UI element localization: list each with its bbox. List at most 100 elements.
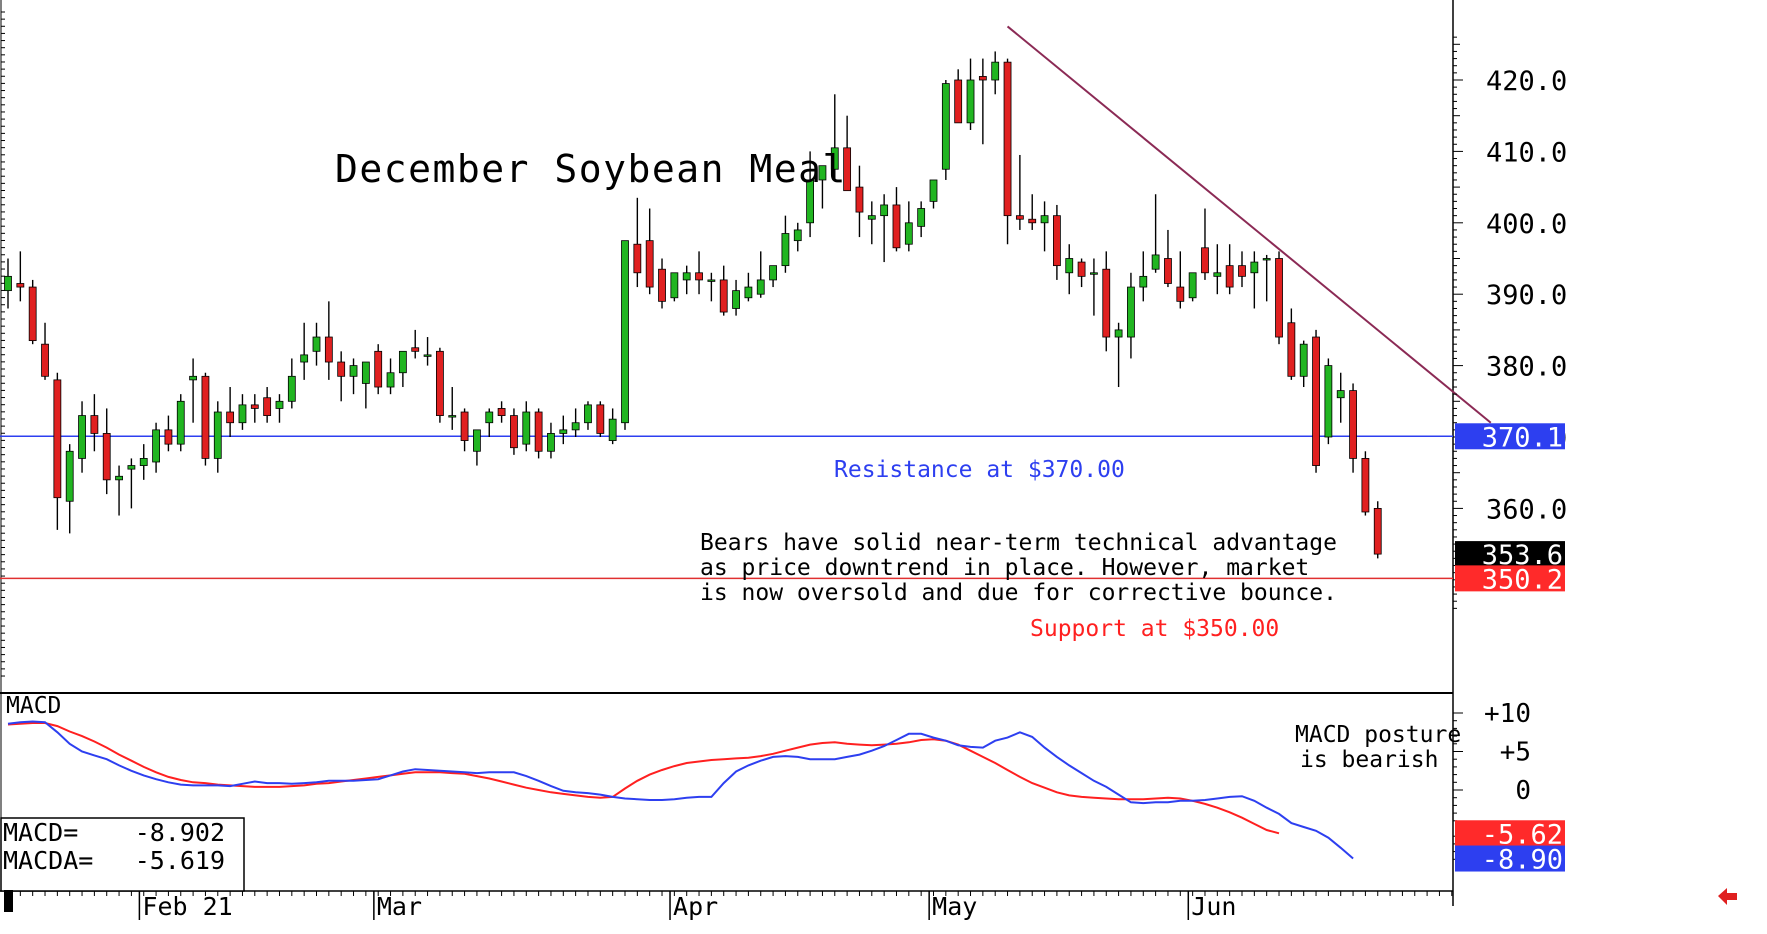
candle [830, 94, 839, 180]
candle-body [53, 379, 62, 499]
candle [1312, 329, 1320, 473]
candle-body [497, 408, 506, 416]
macd-readout-macda-value: -5.619 [135, 846, 225, 875]
candle-body [1164, 258, 1172, 284]
candle-body [559, 429, 568, 434]
candle-body [867, 215, 876, 220]
candle-body [793, 229, 802, 242]
candle [423, 337, 432, 366]
downtrend-line [1006, 25, 1492, 424]
candle [658, 258, 666, 309]
candle [596, 401, 605, 437]
candle [349, 358, 358, 395]
candle [867, 201, 876, 245]
time-axis-label: Apr [673, 892, 718, 921]
macd-readout-macd-label: MACD= [3, 818, 78, 847]
candle-body [1262, 258, 1271, 261]
candle-body [4, 275, 12, 292]
candle-body [386, 372, 395, 388]
candle-body [448, 415, 457, 418]
candle [843, 115, 852, 192]
candle-body [16, 283, 25, 288]
candle [707, 272, 716, 302]
candle [90, 394, 99, 452]
candle [892, 187, 901, 252]
candle [485, 408, 494, 437]
candle [1053, 204, 1061, 280]
candle-body [423, 354, 432, 357]
candle [115, 465, 123, 516]
time-axis-label: Jun [1191, 892, 1236, 921]
candle [1238, 251, 1246, 288]
candle-body [1361, 458, 1370, 513]
candle [534, 408, 543, 459]
candle-body [164, 429, 173, 445]
candle [152, 422, 160, 473]
scroll-left-marker[interactable] [4, 890, 13, 912]
candle [4, 258, 12, 309]
candle-body [510, 415, 518, 449]
candle [1065, 244, 1074, 295]
candle [300, 322, 309, 380]
candle [510, 408, 518, 455]
candle-body [1373, 507, 1382, 555]
candle [164, 415, 173, 452]
candle [732, 279, 740, 316]
candle [460, 408, 469, 452]
candle [189, 358, 198, 423]
candle-body [1312, 336, 1320, 466]
candle-body [90, 415, 99, 434]
time-axis: Feb 21 Mar Apr May Jun [7, 891, 1453, 921]
candle [547, 422, 555, 459]
candle-body [1336, 390, 1345, 399]
macd-annotation-line-2: is bearish [1300, 747, 1438, 773]
candle [522, 401, 531, 452]
scroll-right-arrow-icon[interactable] [1718, 888, 1737, 905]
candle-body [769, 265, 777, 281]
candle [1373, 501, 1382, 559]
candle [1299, 340, 1308, 388]
candle [1262, 254, 1271, 302]
candle-body [176, 400, 185, 445]
candle [1015, 154, 1024, 230]
candle [1028, 194, 1037, 230]
macd-axis-label: +10 [1484, 699, 1531, 729]
candle-body [547, 433, 555, 452]
candlestick-series [4, 51, 1382, 559]
macd-readout-box [0, 817, 245, 892]
candle [65, 444, 74, 534]
candle [781, 215, 790, 273]
candle [176, 394, 185, 452]
price-tag-box [1455, 565, 1565, 592]
price-axis-label: 380.0 [1486, 352, 1567, 383]
candle [226, 387, 235, 437]
candle [1127, 272, 1135, 359]
candle [1336, 372, 1345, 423]
candle [633, 197, 642, 288]
candle [1164, 229, 1172, 288]
candle-body [608, 418, 617, 441]
candle [1114, 322, 1123, 388]
candle [818, 165, 827, 209]
candle-body [139, 458, 148, 466]
candle-body [1275, 258, 1283, 338]
candle [386, 358, 395, 395]
candle [1225, 244, 1234, 295]
candle-body [349, 365, 358, 377]
candle-body [324, 336, 333, 363]
candle [1151, 194, 1160, 273]
candle-body [645, 240, 654, 288]
candle [954, 69, 963, 124]
candle-body [473, 429, 481, 452]
candle-body [1077, 261, 1086, 277]
candle-body [411, 347, 420, 352]
candle [1176, 251, 1185, 309]
candle-body [226, 411, 235, 424]
candle [398, 350, 407, 388]
candle [287, 358, 296, 409]
candle-body [596, 404, 605, 434]
candle-body [1324, 365, 1333, 438]
candle-body [1090, 272, 1098, 275]
